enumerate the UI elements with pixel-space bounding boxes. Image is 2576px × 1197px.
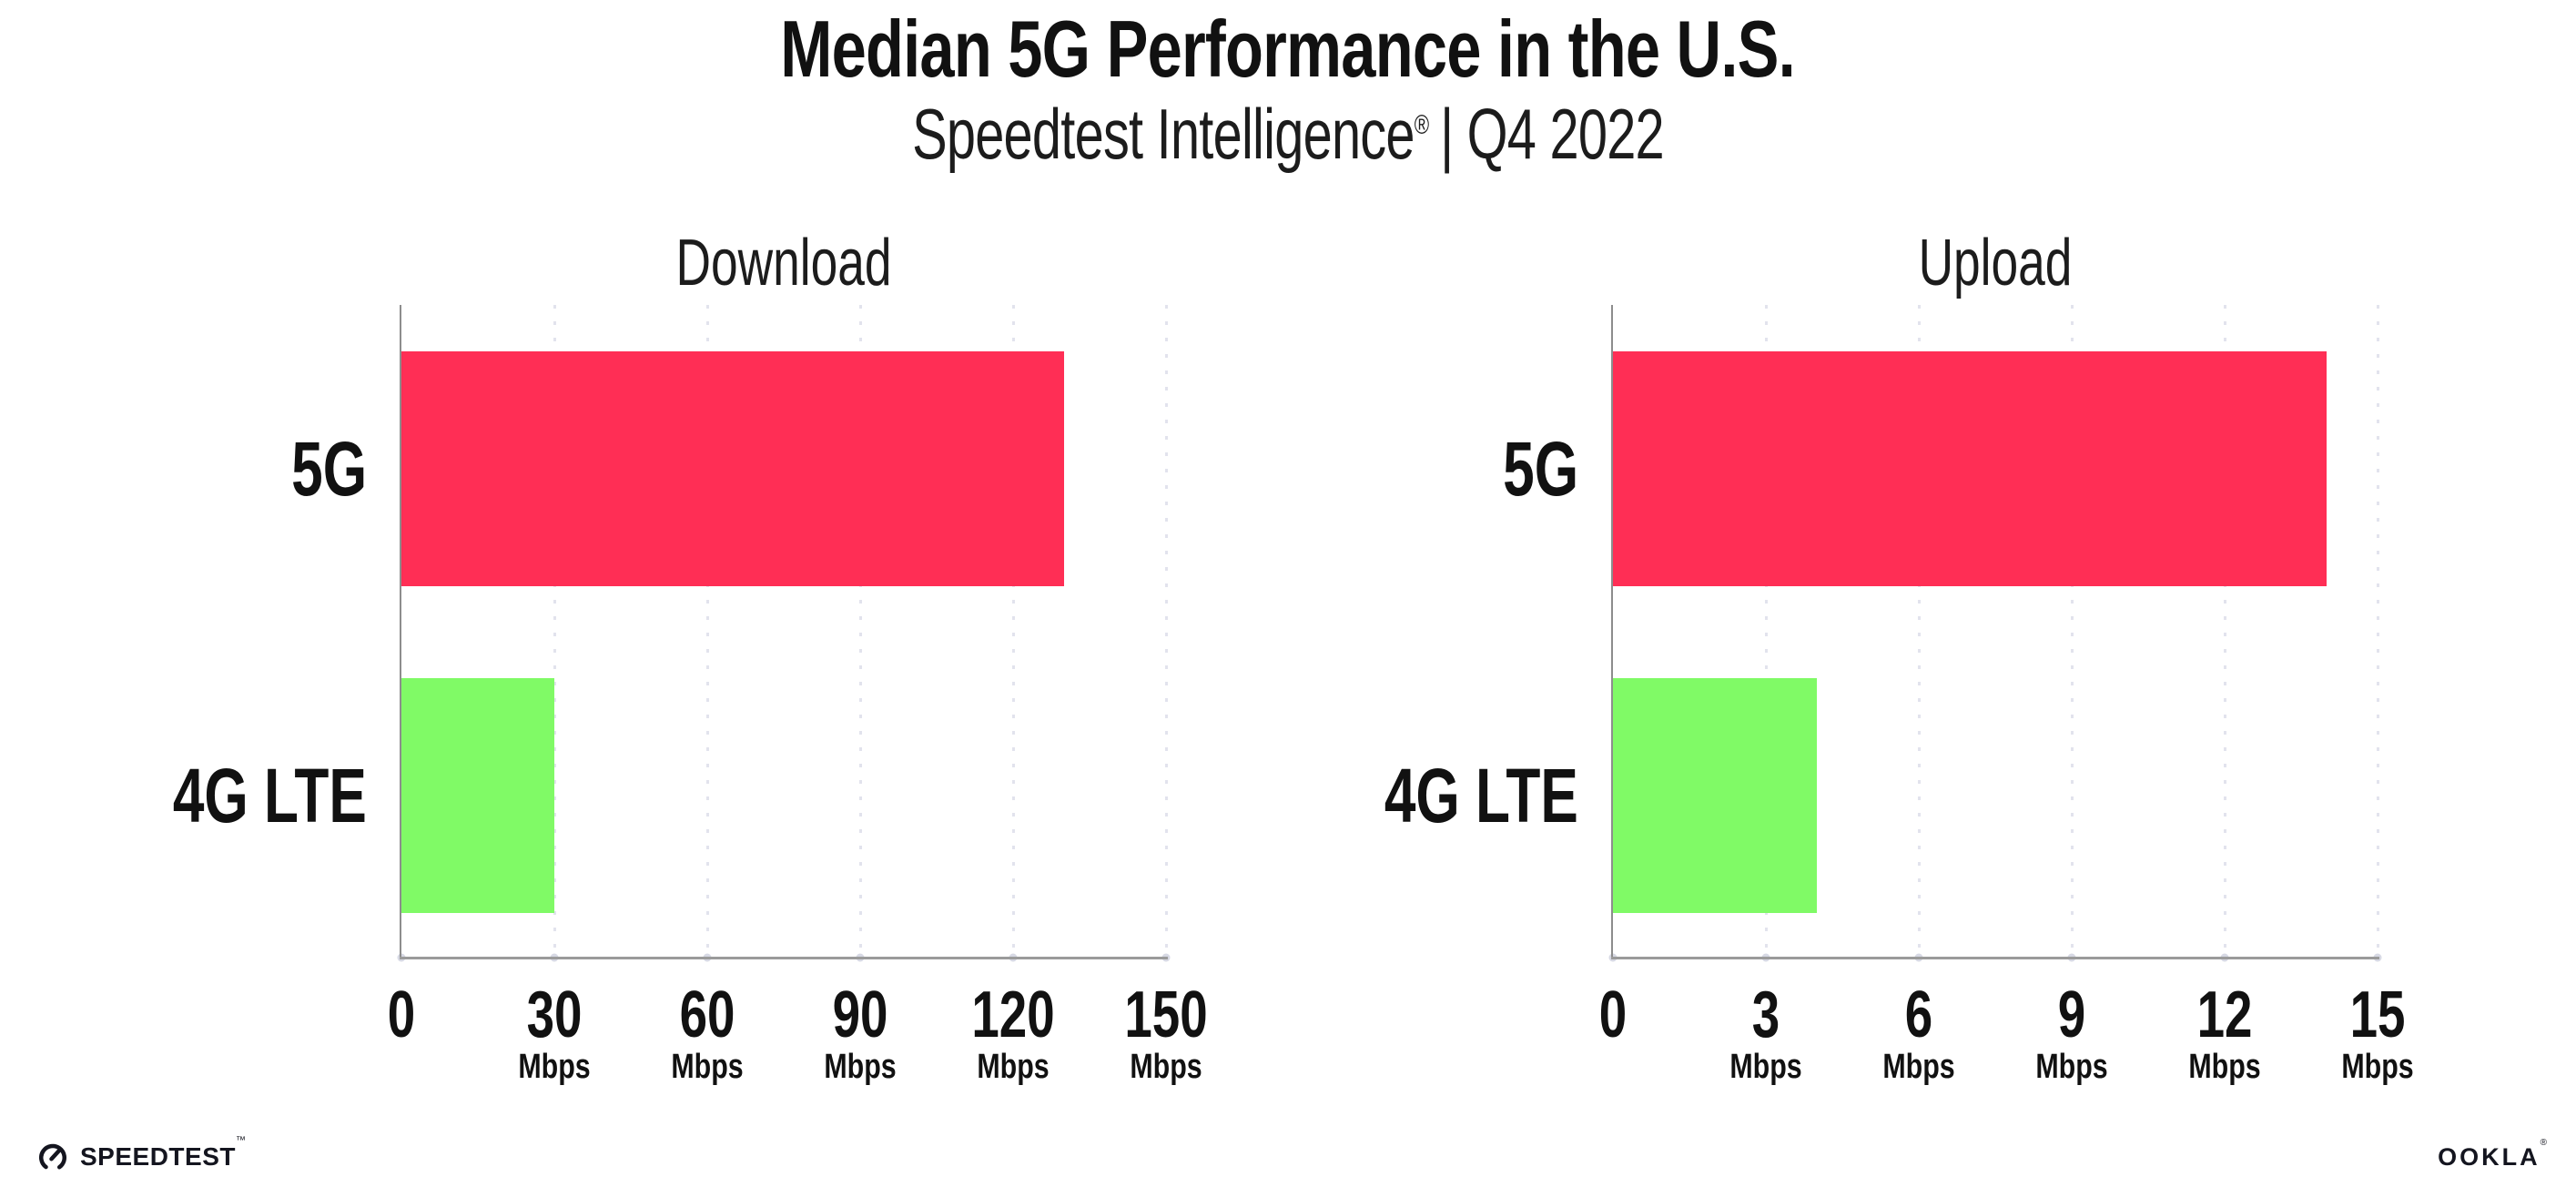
- category-label-4g-lte: 4G LTE: [1384, 752, 1578, 838]
- subtitle-period: | Q4 2022: [1440, 94, 1665, 174]
- tick-unit-120: Mbps: [977, 1048, 1050, 1086]
- speedtest-gauge-icon: [39, 1143, 66, 1172]
- tick-unit-60: Mbps: [671, 1048, 744, 1086]
- y-axis-line: [1611, 305, 1613, 959]
- upload-chart-title: Upload: [1918, 227, 2073, 299]
- x-axis-line: [400, 957, 1168, 959]
- gridline-15: [2376, 305, 2379, 957]
- tick-label-6: 6: [1904, 979, 1933, 1051]
- gridline-3: [1764, 305, 1768, 957]
- speedtest-wordmark-text: SPEEDTEST: [80, 1142, 236, 1171]
- page-title-text: Median 5G Performance in the U.S.: [780, 4, 1797, 94]
- tick-unit-150: Mbps: [1130, 1048, 1202, 1086]
- tick-label-120: 120: [971, 979, 1055, 1051]
- page-subtitle-text: Speedtest Intelligence® | Q4 2022: [912, 98, 1665, 169]
- speedtest-tm-mark: ™: [235, 1135, 246, 1146]
- speedtest-logo: SPEEDTEST™: [36, 1135, 246, 1173]
- tick-label-15: 15: [2349, 979, 2406, 1051]
- bar-4g-lte: [1613, 678, 1817, 913]
- category-label-5g: 5G: [291, 425, 367, 512]
- gridline-6: [1917, 305, 1921, 957]
- tick-label-12: 12: [2196, 979, 2253, 1051]
- gridline-90: [858, 305, 862, 957]
- gridline-12: [2223, 305, 2226, 957]
- download-chart-title: Download: [675, 227, 892, 299]
- category-label-5g: 5G: [1503, 425, 1578, 512]
- y-axis-line: [400, 305, 401, 959]
- upload-plot-area: 0 3 Mbps 6 Mbps 9 Mbps 12 Mbps 15 Mbps 5G 4G LTE: [1384, 305, 2414, 1084]
- bar-5g: [1613, 351, 2327, 586]
- gridline-60: [705, 305, 709, 957]
- tick-unit-15: Mbps: [2341, 1048, 2414, 1086]
- tick-unit-30: Mbps: [518, 1048, 591, 1086]
- tick-label-0: 0: [1598, 979, 1628, 1051]
- gridline-150: [1164, 305, 1168, 957]
- bar-5g: [401, 351, 1064, 586]
- page-subtitle: Speedtest Intelligence® | Q4 2022: [0, 98, 2576, 169]
- ookla-wordmark-text: OOKLA: [2438, 1143, 2541, 1171]
- tick-unit-9: Mbps: [2035, 1048, 2108, 1086]
- tick-label-0: 0: [387, 979, 416, 1051]
- tick-label-150: 150: [1124, 979, 1208, 1051]
- tick-unit-90: Mbps: [824, 1048, 897, 1086]
- gridline-9: [2070, 305, 2074, 957]
- category-label-4g-lte: 4G LTE: [173, 752, 367, 838]
- tick-unit-6: Mbps: [1882, 1048, 1955, 1086]
- page-title: Median 5G Performance in the U.S.: [0, 9, 2576, 89]
- tick-label-30: 30: [526, 979, 583, 1051]
- download-plot-area: 0 30 Mbps 60 Mbps 90 Mbps 120 Mbps 150 Mbps 5G 4G LT…: [173, 305, 1208, 1084]
- subtitle-brand: Speedtest Intelligence: [912, 94, 1415, 174]
- tick-unit-12: Mbps: [2188, 1048, 2261, 1086]
- tick-label-9: 9: [2057, 979, 2086, 1051]
- tick-label-60: 60: [679, 979, 735, 1051]
- ookla-logo: OOKLA®: [2438, 1138, 2547, 1172]
- x-axis-line: [1611, 957, 2379, 959]
- gridline-30: [553, 305, 556, 957]
- tick-label-3: 3: [1751, 979, 1780, 1051]
- registered-mark: ®: [1414, 110, 1429, 140]
- gridline-120: [1011, 305, 1015, 957]
- ookla-reg-mark: ®: [2540, 1138, 2547, 1148]
- bar-4g-lte: [401, 678, 554, 913]
- tick-label-90: 90: [832, 979, 888, 1051]
- speedtest-wordmark: SPEEDTEST™: [80, 1135, 246, 1172]
- tick-unit-3: Mbps: [1729, 1048, 1802, 1086]
